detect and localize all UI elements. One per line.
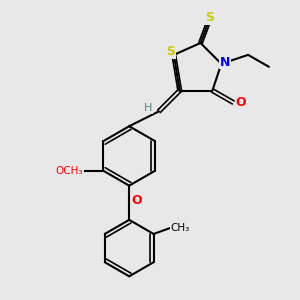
Text: H: H bbox=[144, 103, 153, 113]
Text: O: O bbox=[235, 96, 246, 109]
Text: S: S bbox=[166, 45, 175, 58]
Text: OCH₃: OCH₃ bbox=[56, 166, 83, 176]
Text: N: N bbox=[220, 56, 230, 69]
Text: O: O bbox=[131, 194, 142, 207]
Text: S: S bbox=[205, 11, 214, 24]
Text: CH₃: CH₃ bbox=[171, 223, 190, 233]
